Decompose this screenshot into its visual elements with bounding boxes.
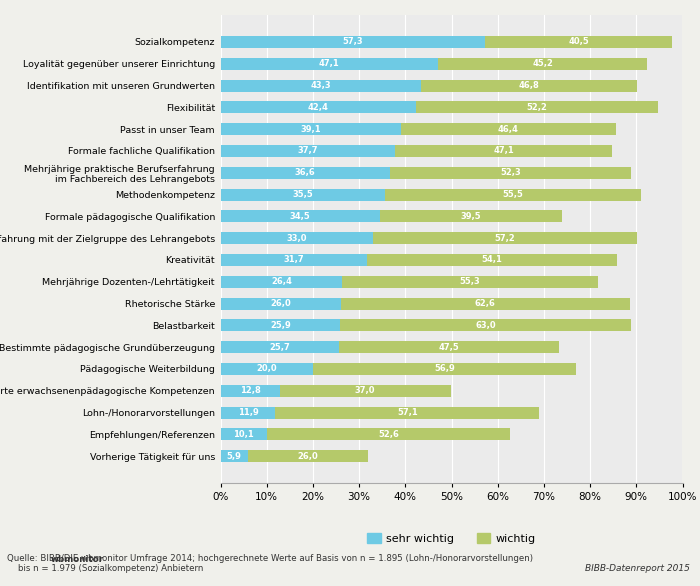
Bar	[220, 145, 395, 157]
Text: 35,5: 35,5	[292, 190, 313, 199]
Text: 34,5: 34,5	[290, 212, 311, 221]
Bar	[248, 450, 368, 462]
Text: 26,0: 26,0	[270, 299, 291, 308]
Bar	[220, 276, 342, 288]
Bar	[220, 189, 384, 200]
Text: 39,5: 39,5	[461, 212, 482, 221]
Text: 47,5: 47,5	[439, 343, 459, 352]
Bar	[367, 254, 617, 266]
Text: 55,5: 55,5	[503, 190, 523, 199]
Bar	[220, 298, 341, 309]
Text: 10,1: 10,1	[234, 430, 254, 439]
Text: 45,2: 45,2	[532, 59, 553, 68]
Bar	[220, 58, 438, 70]
Text: 25,9: 25,9	[270, 321, 290, 330]
Text: 56,9: 56,9	[434, 364, 455, 373]
Text: 52,6: 52,6	[378, 430, 399, 439]
Bar	[279, 385, 451, 397]
Text: 11,9: 11,9	[237, 408, 258, 417]
Text: 46,8: 46,8	[518, 81, 539, 90]
Text: 63,0: 63,0	[475, 321, 496, 330]
Bar	[220, 232, 373, 244]
Bar	[390, 167, 631, 179]
Bar	[313, 363, 576, 375]
Text: 25,7: 25,7	[270, 343, 290, 352]
Bar	[341, 298, 630, 309]
Bar	[220, 123, 401, 135]
Text: 52,2: 52,2	[526, 103, 547, 112]
Text: 57,1: 57,1	[397, 408, 418, 417]
Bar	[276, 407, 539, 418]
Text: 47,1: 47,1	[319, 59, 339, 68]
Text: 31,7: 31,7	[284, 255, 304, 264]
Text: 57,2: 57,2	[495, 234, 515, 243]
Text: 43,3: 43,3	[310, 81, 331, 90]
Bar	[438, 58, 647, 70]
Bar	[373, 232, 637, 244]
Text: 12,8: 12,8	[239, 386, 260, 395]
Text: 52,3: 52,3	[500, 168, 521, 177]
Bar	[220, 428, 267, 440]
Text: 26,4: 26,4	[271, 277, 292, 286]
Bar	[220, 210, 380, 222]
Text: 37,7: 37,7	[298, 146, 318, 155]
Bar	[220, 363, 313, 375]
Text: Quelle: BIBB/DIE wbmonitor Umfrage 2014; hochgerechnete Werte auf Basis von n = : Quelle: BIBB/DIE wbmonitor Umfrage 2014;…	[7, 554, 533, 573]
Bar	[220, 254, 367, 266]
Text: BIBB-Datenreport 2015: BIBB-Datenreport 2015	[584, 564, 690, 573]
Bar	[340, 319, 631, 331]
Legend: sehr wichtig, wichtig: sehr wichtig, wichtig	[363, 529, 540, 548]
Bar	[220, 407, 276, 418]
Text: 62,6: 62,6	[475, 299, 496, 308]
Bar	[384, 189, 641, 200]
Bar	[220, 80, 421, 91]
Bar	[220, 101, 416, 113]
Bar	[340, 341, 559, 353]
Text: 57,3: 57,3	[342, 38, 363, 46]
Bar	[421, 80, 637, 91]
Text: 20,0: 20,0	[256, 364, 277, 373]
Text: 39,1: 39,1	[300, 125, 321, 134]
Bar	[342, 276, 598, 288]
Bar	[416, 101, 657, 113]
Text: 47,1: 47,1	[493, 146, 514, 155]
Bar	[220, 450, 248, 462]
Bar	[220, 341, 340, 353]
Text: 54,1: 54,1	[482, 255, 503, 264]
Bar	[485, 36, 672, 48]
Bar	[401, 123, 615, 135]
Text: 26,0: 26,0	[298, 452, 318, 461]
Text: wbmonitor: wbmonitor	[51, 555, 104, 564]
Bar	[220, 319, 340, 331]
Text: 5,9: 5,9	[227, 452, 242, 461]
Bar	[380, 210, 562, 222]
Text: 46,4: 46,4	[498, 125, 519, 134]
Bar	[220, 167, 390, 179]
Text: 55,3: 55,3	[460, 277, 481, 286]
Bar	[267, 428, 510, 440]
Text: 37,0: 37,0	[355, 386, 375, 395]
Bar	[395, 145, 612, 157]
Text: 33,0: 33,0	[286, 234, 307, 243]
Text: 40,5: 40,5	[568, 38, 589, 46]
Text: 42,4: 42,4	[308, 103, 329, 112]
Text: 36,6: 36,6	[295, 168, 316, 177]
Bar	[220, 36, 485, 48]
Bar	[220, 385, 279, 397]
